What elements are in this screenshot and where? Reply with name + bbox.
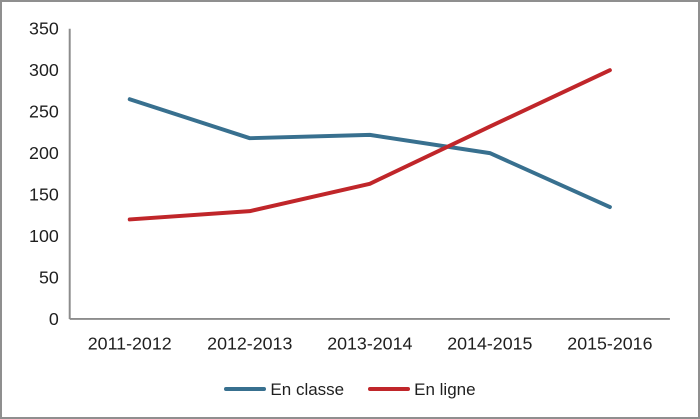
x-axis-tick-label: 2013-2014 (327, 334, 412, 354)
series-line-en-classe (127, 97, 612, 209)
legend-label-en-classe: En classe (270, 379, 345, 399)
y-axis-tick-label: 350 (29, 19, 59, 39)
y-axis-tick-label: 250 (29, 102, 59, 122)
legend-item-en-classe: En classe (224, 381, 344, 398)
y-axis-tick-label: 300 (29, 60, 59, 80)
chart-legend: En classe En ligne (2, 376, 698, 402)
legend-swatch-en-ligne-icon (368, 387, 411, 391)
x-axis-tick-label: 2011-2012 (88, 334, 172, 354)
x-axis-tick-label: 2012-2013 (207, 334, 292, 354)
y-axis-tick-label: 0 (49, 309, 59, 329)
legend-swatch-en-classe-icon (224, 387, 267, 391)
x-axis-tick-label: 2014-2015 (447, 334, 532, 354)
legend-item-en-ligne: En ligne (368, 379, 476, 399)
legend-label-en-ligne: En ligne (414, 379, 476, 399)
series-line-en-ligne (127, 68, 612, 222)
y-axis-tick-label: 150 (29, 185, 59, 205)
y-axis-tick-label: 200 (29, 143, 59, 163)
y-axis-tick-label: 100 (29, 226, 59, 246)
y-axis-tick-label: 50 (39, 267, 59, 287)
x-axis-tick-label: 2015-2016 (567, 334, 652, 354)
